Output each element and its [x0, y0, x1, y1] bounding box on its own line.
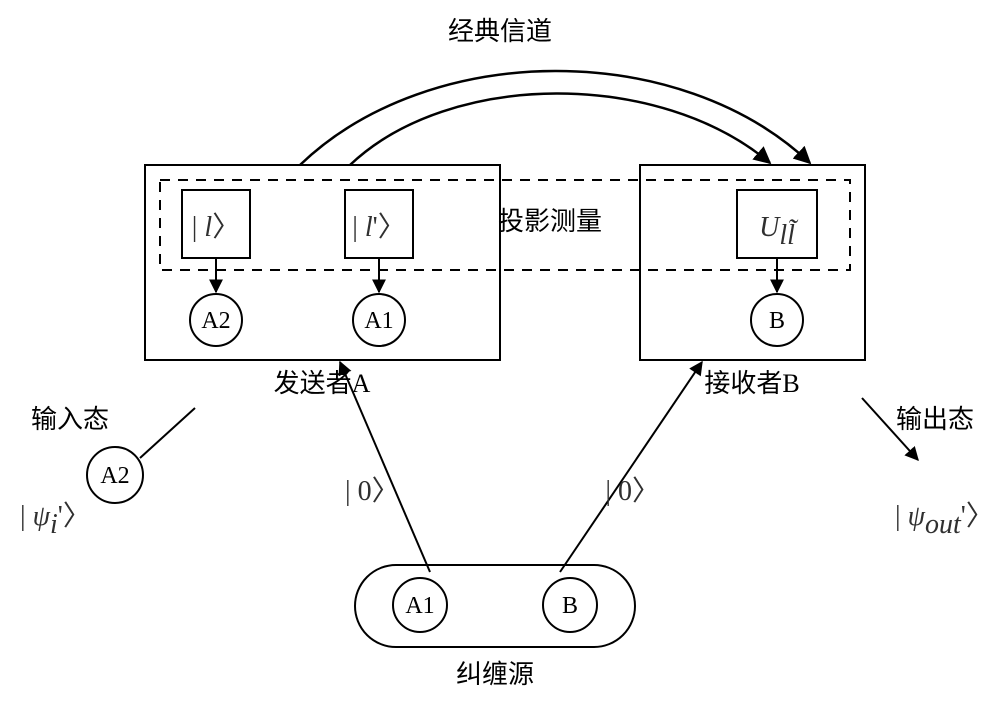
node-B-source-label: B	[562, 593, 578, 619]
arrow-input-A2	[140, 408, 195, 458]
ket-l-text: | l〉	[192, 211, 240, 243]
ket-zero-left: | 0〉	[345, 475, 400, 507]
diagram-canvas: 经典信道 投影测量 | l〉 | l'〉 Ull̃ A2 A1 B 发送者A 接…	[0, 0, 1000, 725]
node-A2-input-label: A2	[100, 463, 129, 489]
psi-in-text: | ψi'〉	[20, 500, 91, 540]
entanglement-source-label: 纠缠源	[456, 660, 534, 689]
classical-channel-arc-inner	[350, 93, 770, 165]
ket-lprime-text: | l'〉	[352, 211, 405, 243]
ket-zero-right: | 0〉	[605, 475, 660, 507]
projective-measurement-label: 投影测量	[498, 207, 602, 236]
node-B-top-label: B	[769, 308, 785, 334]
node-A2-top-label: A2	[201, 308, 230, 334]
node-A1-source-label: A1	[405, 593, 434, 619]
classical-channel-arc-outer	[300, 71, 810, 165]
node-A1-top-label: A1	[364, 308, 393, 334]
receiver-label: 接收者B	[704, 369, 799, 398]
arrow-B-up	[560, 362, 702, 572]
arrow-A1-up	[340, 362, 430, 572]
classical-channel-label: 经典信道	[448, 17, 552, 46]
input-state-label: 输入态	[31, 405, 109, 434]
psi-out-text: | ψout'〉	[895, 500, 994, 540]
output-state-label: 输出态	[896, 405, 974, 434]
sender-label: 发送者A	[274, 369, 371, 398]
